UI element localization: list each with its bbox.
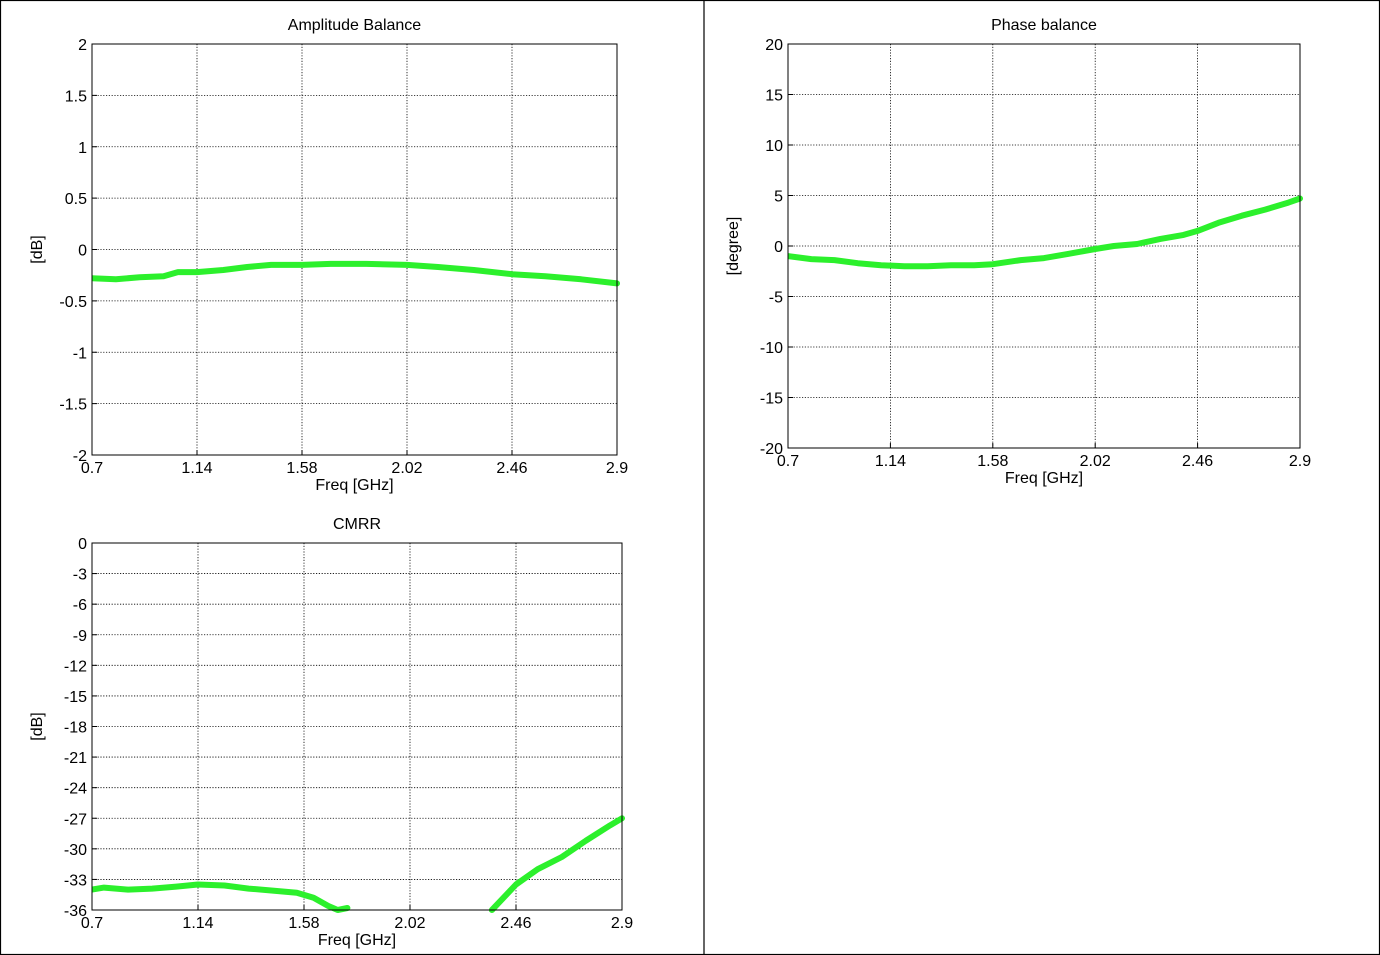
x-tick-label: 2.9 bbox=[606, 460, 628, 477]
chart-title: Phase balance bbox=[991, 17, 1097, 34]
y-tick-label: -1.5 bbox=[59, 397, 87, 414]
series-line bbox=[488, 815, 625, 913]
plot-area bbox=[92, 543, 622, 910]
x-tick-label: 2.02 bbox=[394, 915, 425, 932]
y-tick-label: 10 bbox=[765, 138, 783, 155]
x-axis-label: Freq [GHz] bbox=[318, 932, 396, 949]
x-tick-label: 2.9 bbox=[1289, 453, 1311, 470]
x-tick-label: 1.58 bbox=[977, 453, 1008, 470]
x-tick-label: 2.02 bbox=[1080, 453, 1111, 470]
y-axis-label: [degree] bbox=[725, 217, 742, 276]
series-line bbox=[788, 195, 1303, 270]
y-tick-label: 0 bbox=[78, 243, 87, 260]
x-tick-label: 1.58 bbox=[288, 915, 319, 932]
y-tick-label: -33 bbox=[64, 872, 87, 889]
x-axis-label: Freq [GHz] bbox=[1005, 470, 1083, 487]
x-tick-label: 1.58 bbox=[286, 460, 317, 477]
x-tick-label: 0.7 bbox=[777, 453, 799, 470]
x-tick-label: 1.14 bbox=[182, 915, 213, 932]
series-line bbox=[92, 881, 351, 913]
y-tick-label: -0.5 bbox=[59, 294, 87, 311]
y-tick-label: 2 bbox=[78, 37, 87, 54]
y-tick-label: -1 bbox=[73, 345, 87, 362]
x-tick-label: 1.14 bbox=[875, 453, 906, 470]
plot-border bbox=[91, 43, 618, 456]
y-tick-label: -12 bbox=[64, 658, 87, 675]
y-tick-label: 1 bbox=[78, 140, 87, 157]
y-tick-label: 20 bbox=[765, 37, 783, 54]
y-tick-label: -30 bbox=[64, 842, 87, 859]
y-tick-label: -5 bbox=[769, 290, 783, 307]
y-tick-label: 5 bbox=[774, 189, 783, 206]
y-tick-label: 0 bbox=[774, 239, 783, 256]
y-tick-label: -9 bbox=[73, 628, 87, 645]
y-tick-label: -36 bbox=[64, 903, 87, 920]
x-tick-label: 2.02 bbox=[391, 460, 422, 477]
x-tick-label: 2.9 bbox=[611, 915, 633, 932]
chart-title: CMRR bbox=[333, 516, 381, 533]
x-axis-label: Freq [GHz] bbox=[315, 477, 393, 494]
x-tick-label: 1.14 bbox=[181, 460, 212, 477]
cmrr-chart: 0.7 1.14 1.58 2.02 2.46 2.9 0 -3 -6 -9 -12 -15 -18 -2… bbox=[29, 516, 633, 949]
y-tick-label: 1.5 bbox=[65, 88, 87, 105]
chart-title: Amplitude Balance bbox=[288, 17, 422, 34]
x-tick-label: 2.46 bbox=[496, 460, 527, 477]
plot-border bbox=[787, 43, 1301, 449]
phase-balance-chart: 0.7 1.14 1.58 2.02 2.46 2.9 20 15 10 5 0 -5 -10 -15 -2… bbox=[725, 17, 1311, 487]
y-tick-label: -18 bbox=[64, 720, 87, 737]
y-tick-label: -10 bbox=[760, 340, 783, 357]
y-tick-label: -3 bbox=[73, 567, 87, 584]
y-tick-label: -21 bbox=[64, 750, 87, 767]
y-tick-label: -27 bbox=[64, 811, 87, 828]
plot-border bbox=[91, 542, 623, 911]
y-tick-label: 15 bbox=[765, 88, 783, 105]
y-axis-label: [dB] bbox=[29, 712, 46, 740]
amplitude-balance-chart: 0.7 1.14 1.58 2.02 2.46 2.9 2 1.5 1 0.5 0 -0.5 -1 -1.… bbox=[29, 17, 628, 494]
y-tick-label: -15 bbox=[760, 391, 783, 408]
x-tick-label: 0.7 bbox=[81, 915, 103, 932]
y-tick-label: -20 bbox=[760, 441, 783, 458]
y-tick-label: 0.5 bbox=[65, 191, 87, 208]
x-tick-label: 2.46 bbox=[1182, 453, 1213, 470]
y-tick-label: -6 bbox=[73, 597, 87, 614]
y-tick-label: -2 bbox=[73, 448, 87, 465]
y-tick-label: -15 bbox=[64, 689, 87, 706]
y-axis-label: [dB] bbox=[29, 235, 46, 263]
y-tick-label: 0 bbox=[78, 536, 87, 553]
x-tick-label: 2.46 bbox=[500, 915, 531, 932]
y-tick-label: -24 bbox=[64, 781, 87, 798]
x-tick-label: 0.7 bbox=[81, 460, 103, 477]
